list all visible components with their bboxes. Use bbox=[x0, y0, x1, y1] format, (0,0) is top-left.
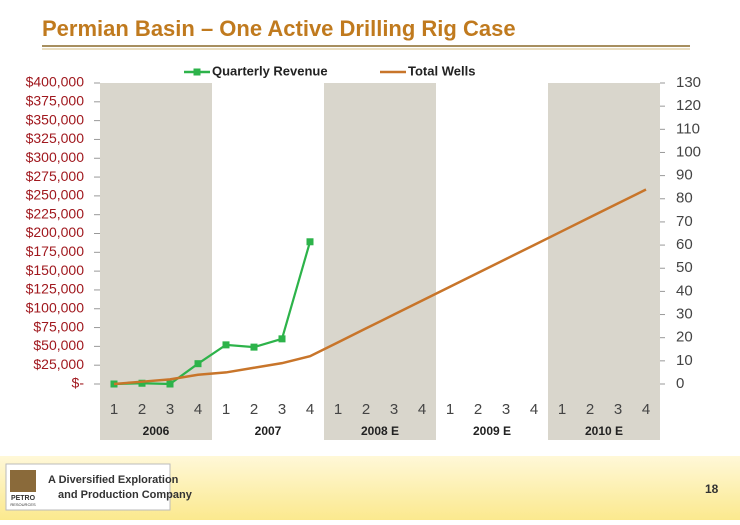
logo-text: PETRO bbox=[11, 495, 36, 502]
x-tick-label: 3 bbox=[390, 401, 398, 418]
page-number: 18 bbox=[705, 482, 719, 496]
year-band bbox=[324, 83, 436, 440]
logo-icon bbox=[10, 470, 36, 492]
x-tick-label: 3 bbox=[278, 401, 286, 418]
x-tick-label: 2 bbox=[474, 401, 482, 418]
legend-swatch bbox=[193, 68, 201, 76]
legend-label: Total Wells bbox=[408, 63, 475, 78]
year-label: 2009 E bbox=[473, 424, 511, 438]
x-tick-label: 3 bbox=[502, 401, 510, 418]
tagline: and Production Company bbox=[58, 489, 193, 501]
series-marker bbox=[138, 379, 146, 387]
series-marker bbox=[250, 343, 258, 351]
y2-tick-label: 20 bbox=[676, 329, 693, 346]
y2-tick-label: 70 bbox=[676, 213, 693, 230]
y-tick-label: $125,000 bbox=[26, 281, 85, 297]
x-tick-label: 1 bbox=[334, 401, 342, 418]
year-label: 2008 E bbox=[361, 424, 399, 438]
x-tick-label: 2 bbox=[138, 401, 146, 418]
y-tick-label: $400,000 bbox=[26, 74, 85, 90]
slide-title: Permian Basin – One Active Drilling Rig … bbox=[42, 16, 516, 41]
y2-tick-label: 100 bbox=[676, 143, 701, 160]
x-tick-label: 1 bbox=[110, 401, 118, 418]
y-tick-label: $75,000 bbox=[33, 318, 84, 334]
y-tick-label: $- bbox=[72, 375, 85, 391]
series-line bbox=[113, 241, 312, 386]
y-tick-label: $25,000 bbox=[33, 356, 84, 372]
y-tick-label: $100,000 bbox=[26, 299, 85, 315]
x-tick-label: 4 bbox=[642, 401, 650, 418]
y2-tick-label: 80 bbox=[676, 190, 693, 207]
y-tick-label: $300,000 bbox=[26, 149, 85, 165]
legend-label: Quarterly Revenue bbox=[212, 63, 328, 78]
y-tick-label: $175,000 bbox=[26, 243, 85, 259]
tagline: A Diversified Exploration bbox=[48, 474, 179, 486]
y-tick-label: $150,000 bbox=[26, 262, 85, 278]
y2-tick-label: 30 bbox=[676, 306, 693, 323]
year-band bbox=[548, 83, 660, 440]
x-tick-label: 4 bbox=[418, 401, 426, 418]
y-tick-label: $250,000 bbox=[26, 187, 85, 203]
x-tick-label: 1 bbox=[222, 401, 230, 418]
y2-tick-label: 130 bbox=[676, 74, 701, 91]
y2-tick-label: 60 bbox=[676, 236, 693, 253]
y2-tick-label: 50 bbox=[676, 259, 693, 276]
x-tick-label: 4 bbox=[306, 401, 314, 418]
x-tick-label: 3 bbox=[166, 401, 174, 418]
y-tick-label: $375,000 bbox=[26, 93, 85, 109]
x-tick-label: 2 bbox=[250, 401, 258, 418]
y-tick-label: $350,000 bbox=[26, 111, 85, 127]
year-label: 2007 bbox=[255, 424, 282, 438]
x-tick-label: 1 bbox=[558, 401, 566, 418]
y-tick-label: $225,000 bbox=[26, 205, 85, 221]
series-marker bbox=[306, 238, 314, 246]
x-tick-label: 2 bbox=[586, 401, 594, 418]
x-tick-label: 2 bbox=[362, 401, 370, 418]
series-line bbox=[113, 188, 647, 386]
series-marker bbox=[222, 341, 230, 349]
year-label: 2010 E bbox=[585, 424, 623, 438]
y-tick-label: $50,000 bbox=[33, 337, 84, 353]
y2-tick-label: 90 bbox=[676, 167, 693, 184]
y2-tick-label: 120 bbox=[676, 97, 701, 114]
y-tick-label: $275,000 bbox=[26, 168, 85, 184]
y2-tick-label: 110 bbox=[676, 120, 700, 137]
x-tick-label: 4 bbox=[530, 401, 538, 418]
y2-tick-label: 10 bbox=[676, 352, 693, 369]
series-marker bbox=[278, 335, 286, 343]
year-label: 2006 bbox=[143, 424, 170, 438]
y-tick-label: $200,000 bbox=[26, 224, 85, 240]
logo-subtext: RESOURCES bbox=[10, 502, 36, 507]
x-tick-label: 1 bbox=[446, 401, 454, 418]
y2-tick-label: 0 bbox=[676, 375, 684, 392]
y2-tick-label: 40 bbox=[676, 282, 693, 299]
y-tick-label: $325,000 bbox=[26, 130, 85, 146]
series-marker bbox=[194, 360, 202, 368]
x-tick-label: 4 bbox=[194, 401, 202, 418]
plot: 2006 2007 2008 E 2009 E 2010 E $- $25,000 $50,0… bbox=[26, 63, 701, 440]
x-tick-label: 3 bbox=[614, 401, 622, 418]
series-marker bbox=[166, 380, 174, 388]
